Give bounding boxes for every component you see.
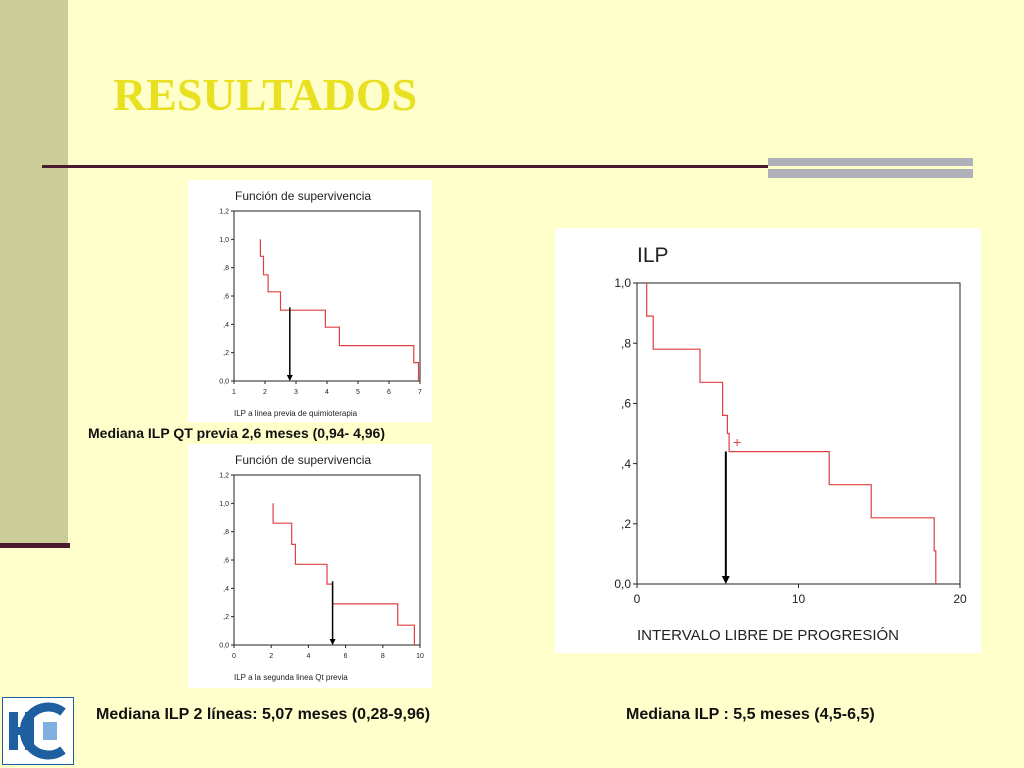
caption-two-lines-median: Mediana ILP 2 líneas: 5,07 meses (0,28-9… [96, 706, 431, 723]
x-tick-label: 7 [418, 389, 422, 396]
survival-chart-previous-qt-panel: Función de supervivencia 0,0 ,2 ,4 ,6 ,8 1,0 1,… [188, 180, 432, 422]
y-tick-label: ,8 [621, 336, 631, 350]
x-axis-label: ILP a la segunda linea Qt previa [234, 673, 348, 682]
x-tick-label: 4 [325, 389, 329, 396]
x-tick-label: 4 [306, 653, 310, 660]
median-arrow-head [721, 576, 730, 584]
x-tick-label: 1 [232, 389, 236, 396]
y-tick-label: ,6 [621, 397, 631, 411]
plot-frame [636, 282, 961, 585]
left-sidebar-band [0, 0, 68, 545]
x-tick-label: 2 [263, 389, 267, 396]
censor-mark [733, 439, 741, 447]
hospital-logo-icon [2, 697, 74, 765]
y-tick-label: ,4 [621, 457, 631, 471]
x-tick-label: 10 [792, 592, 806, 606]
y-tick-label: 1,0 [614, 276, 631, 290]
caption-ilp-median: Mediana ILP : 5,5 meses (4,5-6,5) [626, 706, 875, 723]
y-tick-label: ,4 [223, 322, 229, 329]
caption-previous-qt-median: Mediana ILP QT previa 2,6 meses (0,94- 4… [88, 425, 385, 441]
y-tick-label: 1,2 [219, 208, 229, 215]
chart-title: Función de supervivencia [235, 189, 371, 203]
x-tick-label: 8 [381, 653, 385, 660]
y-tick-label: 0,0 [219, 642, 229, 649]
median-arrow-head [329, 639, 336, 645]
survival-chart-previous-qt: Función de supervivencia 0,0 ,2 ,4 ,6 ,8 1,0 1,… [219, 189, 422, 418]
x-tick-label: 20 [953, 592, 967, 606]
y-tick-label: 0,0 [614, 577, 631, 591]
survival-step-curve [646, 283, 937, 584]
y-tick-label: 1,0 [219, 501, 229, 508]
x-axis-label: ILP a linea previa de quimioterapia [234, 409, 358, 418]
x-tick-label: 2 [269, 653, 273, 660]
plot-frame [233, 474, 421, 646]
y-tick-label: ,2 [223, 614, 229, 621]
x-tick-label: 0 [232, 653, 236, 660]
survival-chart-second-line-panel: Función de supervivencia 0,0 ,2 ,4 ,6 ,8 1,0 1,… [188, 444, 432, 688]
y-tick-label: ,8 [223, 265, 229, 272]
ilp-chart-panel: ILP 0,0 ,2 ,4 ,6 ,8 1,0 0 10 20 INTERVALO LIBRE DE… [555, 228, 981, 653]
survival-step-curve [259, 239, 420, 381]
slide-title: RESULTADOS [113, 69, 418, 120]
x-tick-label: 10 [416, 653, 424, 660]
y-tick-label: ,6 [223, 293, 229, 300]
y-tick-label: 0,0 [219, 378, 229, 385]
y-tick-label: ,4 [223, 586, 229, 593]
y-tick-label: 1,0 [219, 237, 229, 244]
x-tick-label: 5 [356, 389, 360, 396]
x-tick-label: 6 [387, 389, 391, 396]
survival-step-curve [272, 503, 415, 645]
title-rule-accent [768, 158, 973, 178]
sidebar-divider [0, 543, 70, 548]
survival-chart-second-line: Función de supervivencia 0,0 ,2 ,4 ,6 ,8 1,0 1,… [219, 453, 424, 682]
median-arrow-head [286, 375, 293, 381]
y-tick-label: ,2 [223, 350, 229, 357]
x-tick-label: 3 [294, 389, 298, 396]
y-tick-label: ,2 [621, 517, 631, 531]
x-tick-label: 0 [634, 592, 641, 606]
x-tick-label: 6 [344, 653, 348, 660]
chart-title: ILP [637, 244, 669, 267]
chart-title: Función de supervivencia [235, 453, 371, 467]
title-rule [42, 165, 768, 168]
y-tick-label: ,8 [223, 529, 229, 536]
ilp-survival-chart: ILP 0,0 ,2 ,4 ,6 ,8 1,0 0 10 20 INTERVALO LIBRE DE… [614, 244, 967, 644]
y-tick-label: ,6 [223, 557, 229, 564]
x-axis-label: INTERVALO LIBRE DE PROGRESIÓN [637, 627, 899, 644]
y-tick-label: 1,2 [219, 472, 229, 479]
plot-frame [233, 210, 421, 382]
